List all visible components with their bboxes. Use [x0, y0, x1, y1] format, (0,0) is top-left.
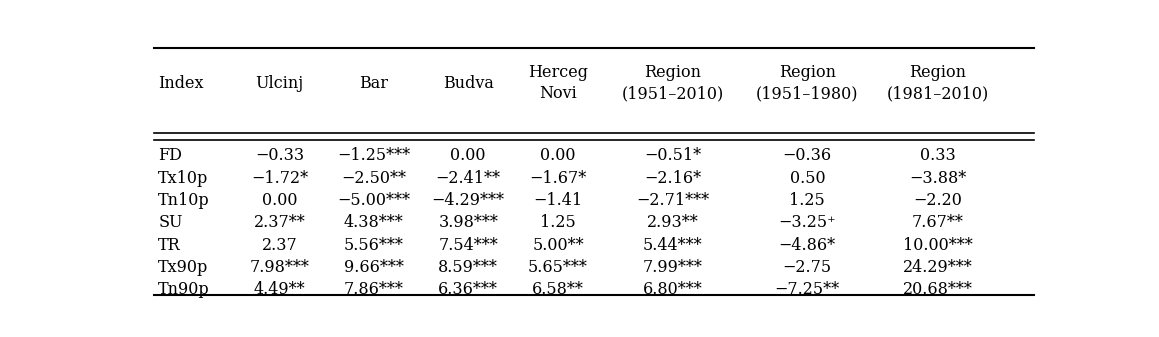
Text: 7.98***: 7.98*** — [249, 259, 309, 276]
Text: −1.72*: −1.72* — [252, 170, 308, 187]
Text: Region
(1951–2010): Region (1951–2010) — [621, 64, 723, 102]
Text: Budva: Budva — [443, 75, 494, 92]
Text: TR: TR — [159, 237, 181, 253]
Text: Index: Index — [159, 75, 204, 92]
Text: 20.68***: 20.68*** — [903, 281, 972, 298]
Text: −0.33: −0.33 — [255, 147, 304, 164]
Text: Tx90p: Tx90p — [159, 259, 209, 276]
Text: −4.86*: −4.86* — [779, 237, 836, 253]
Text: 6.80***: 6.80*** — [643, 281, 702, 298]
Text: 0.00: 0.00 — [540, 147, 576, 164]
Text: Ulcinj: Ulcinj — [255, 75, 304, 92]
Text: −4.29***: −4.29*** — [432, 192, 504, 209]
Text: −2.20: −2.20 — [913, 192, 962, 209]
Text: 8.59***: 8.59*** — [438, 259, 498, 276]
Text: −0.36: −0.36 — [782, 147, 832, 164]
Text: −3.25⁺: −3.25⁺ — [779, 214, 836, 231]
Text: 6.36***: 6.36*** — [438, 281, 498, 298]
Text: Region
(1981–2010): Region (1981–2010) — [887, 64, 989, 102]
Text: 0.00: 0.00 — [262, 192, 298, 209]
Text: 5.44***: 5.44*** — [643, 237, 702, 253]
Text: FD: FD — [159, 147, 182, 164]
Text: Bar: Bar — [359, 75, 388, 92]
Text: 9.66***: 9.66*** — [344, 259, 403, 276]
Text: 7.54***: 7.54*** — [438, 237, 498, 253]
Text: −2.41**: −2.41** — [436, 170, 501, 187]
Text: 7.67**: 7.67** — [912, 214, 963, 231]
Text: −7.25**: −7.25** — [774, 281, 840, 298]
Text: 3.98***: 3.98*** — [438, 214, 498, 231]
Text: 2.37: 2.37 — [262, 237, 298, 253]
Text: 1.25: 1.25 — [540, 214, 576, 231]
Text: 2.93**: 2.93** — [647, 214, 699, 231]
Text: Tx10p: Tx10p — [159, 170, 209, 187]
Text: −1.25***: −1.25*** — [337, 147, 410, 164]
Text: −2.71***: −2.71*** — [636, 192, 709, 209]
Text: −3.88*: −3.88* — [909, 170, 967, 187]
Text: 4.38***: 4.38*** — [344, 214, 403, 231]
Text: 5.65***: 5.65*** — [529, 259, 588, 276]
Text: 7.99***: 7.99*** — [642, 259, 702, 276]
Text: 7.86***: 7.86*** — [344, 281, 403, 298]
Text: 6.58**: 6.58** — [532, 281, 584, 298]
Text: −1.41: −1.41 — [533, 192, 583, 209]
Text: 0.50: 0.50 — [789, 170, 825, 187]
Text: SU: SU — [159, 214, 183, 231]
Text: 0.33: 0.33 — [920, 147, 955, 164]
Text: 24.29***: 24.29*** — [903, 259, 972, 276]
Text: −5.00***: −5.00*** — [337, 192, 410, 209]
Text: Tn90p: Tn90p — [159, 281, 210, 298]
Text: Herceg
Novi: Herceg Novi — [529, 64, 588, 102]
Text: 4.49**: 4.49** — [254, 281, 306, 298]
Text: −0.51*: −0.51* — [644, 147, 701, 164]
Text: 10.00***: 10.00*** — [903, 237, 972, 253]
Text: −2.75: −2.75 — [782, 259, 832, 276]
Text: 1.25: 1.25 — [789, 192, 825, 209]
Text: 0.00: 0.00 — [451, 147, 486, 164]
Text: −2.16*: −2.16* — [644, 170, 701, 187]
Text: 5.56***: 5.56*** — [344, 237, 403, 253]
Text: −2.50**: −2.50** — [342, 170, 407, 187]
Text: −1.67*: −1.67* — [530, 170, 586, 187]
Text: Region
(1951–1980): Region (1951–1980) — [756, 64, 859, 102]
Text: 2.37**: 2.37** — [254, 214, 306, 231]
Text: Tn10p: Tn10p — [159, 192, 210, 209]
Text: 5.00**: 5.00** — [532, 237, 584, 253]
